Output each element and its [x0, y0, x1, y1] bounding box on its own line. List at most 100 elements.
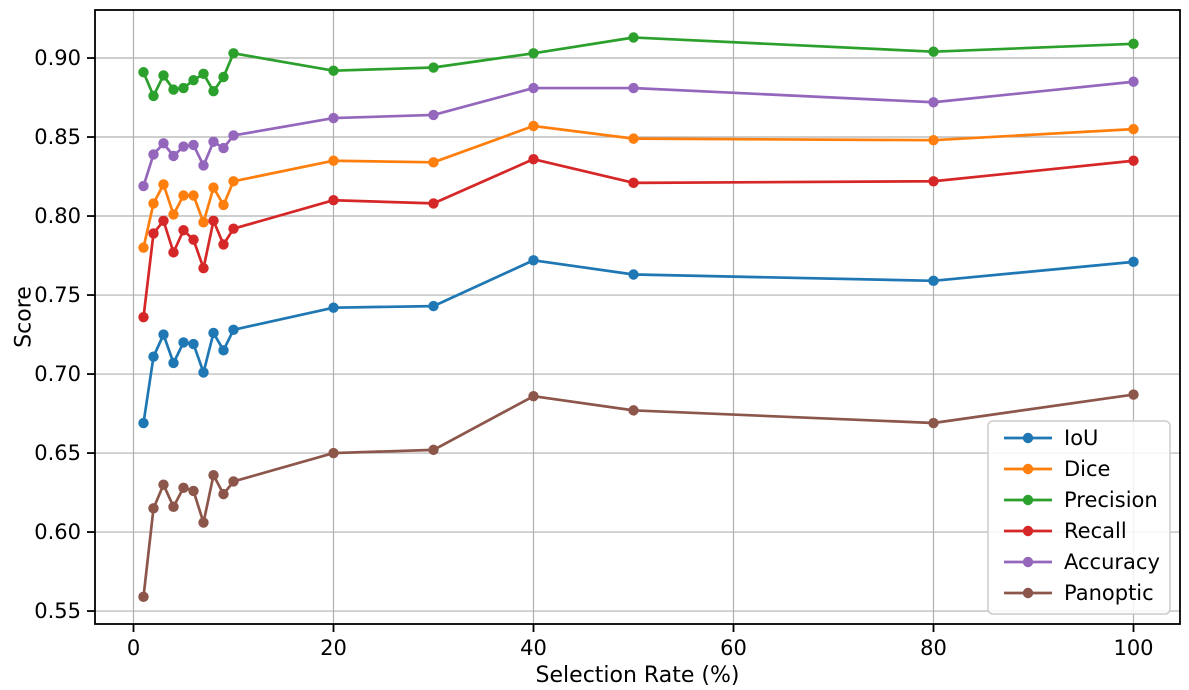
data-point-Recall — [528, 153, 539, 165]
data-point-Accuracy — [328, 112, 339, 124]
data-point-Dice — [208, 182, 219, 193]
series-line-Accuracy — [142, 80, 1135, 188]
data-point-Panoptic — [218, 488, 229, 500]
data-point-Dice — [428, 157, 439, 168]
data-point-IoU — [228, 324, 239, 335]
data-point-Accuracy — [218, 142, 229, 154]
data-point-Precision — [1128, 38, 1139, 50]
data-point-IoU — [208, 327, 219, 339]
legend-label: Recall — [1064, 519, 1127, 543]
data-point-Accuracy — [1128, 76, 1139, 87]
data-point-Dice — [178, 190, 189, 201]
data-point-Panoptic — [428, 444, 439, 456]
data-point-Recall — [168, 247, 179, 258]
data-point-Panoptic — [188, 485, 199, 497]
data-point-IoU — [138, 417, 149, 429]
data-point-Panoptic — [198, 517, 209, 528]
data-point-Accuracy — [178, 141, 189, 152]
data-point-Dice — [148, 198, 159, 209]
y-tick-label: 0.65 — [34, 441, 81, 465]
data-point-IoU — [198, 367, 209, 378]
data-point-Panoptic — [528, 390, 539, 402]
data-point-Dice — [188, 190, 199, 201]
data-point-Recall — [328, 195, 339, 206]
data-point-Precision — [628, 32, 639, 43]
x-axis-label: Selection Rate (%) — [535, 663, 740, 688]
data-point-IoU — [178, 337, 189, 348]
x-tick-label: 60 — [720, 636, 747, 660]
legend-marker — [1022, 587, 1034, 599]
data-point-Recall — [158, 215, 169, 226]
y-tick-label: 0.60 — [34, 520, 81, 544]
data-point-Accuracy — [528, 82, 539, 94]
data-point-IoU — [528, 255, 539, 266]
data-point-Dice — [328, 155, 339, 166]
legend-label: Precision — [1064, 488, 1158, 512]
legend-marker — [1022, 494, 1034, 506]
data-point-Accuracy — [168, 150, 179, 162]
data-point-Precision — [188, 74, 199, 86]
y-tick-label: 0.80 — [34, 204, 81, 228]
data-point-Precision — [218, 71, 229, 83]
data-point-Panoptic — [628, 405, 639, 416]
data-point-Precision — [178, 82, 189, 94]
legend-marker — [1022, 463, 1034, 475]
data-point-Panoptic — [928, 417, 939, 429]
data-point-Panoptic — [228, 476, 239, 487]
data-point-Accuracy — [188, 139, 199, 151]
data-point-Dice — [198, 217, 209, 228]
data-point-Accuracy — [158, 138, 169, 149]
data-point-Panoptic — [1128, 389, 1139, 400]
data-point-Panoptic — [328, 447, 339, 459]
data-point-Recall — [628, 177, 639, 189]
data-point-Precision — [158, 70, 169, 81]
y-tick-label: 0.90 — [34, 46, 81, 70]
data-point-Dice — [628, 133, 639, 144]
data-point-Precision — [198, 68, 209, 80]
y-axis-label: Score — [11, 286, 37, 348]
data-point-Precision — [148, 90, 159, 102]
data-point-Dice — [138, 242, 149, 253]
data-point-IoU — [188, 338, 199, 350]
data-point-Dice — [158, 179, 169, 190]
legend-label: IoU — [1064, 426, 1098, 450]
data-point-Panoptic — [168, 501, 179, 512]
data-point-Recall — [138, 311, 149, 323]
data-point-Dice — [1128, 123, 1139, 135]
data-point-Precision — [528, 48, 539, 59]
data-point-Accuracy — [428, 109, 439, 121]
data-point-Accuracy — [148, 149, 159, 160]
data-point-Accuracy — [928, 97, 939, 108]
data-point-Precision — [208, 86, 219, 97]
data-point-Panoptic — [178, 482, 189, 494]
legend-marker — [1022, 556, 1034, 568]
legend-label: Panoptic — [1064, 581, 1154, 605]
data-point-Dice — [928, 134, 939, 146]
legend-marker — [1022, 525, 1034, 537]
legend-marker — [1022, 432, 1034, 444]
data-point-Precision — [928, 46, 939, 57]
data-point-Dice — [528, 120, 539, 132]
y-tick-label: 0.70 — [34, 362, 81, 386]
y-tick-label: 0.85 — [34, 125, 81, 149]
data-point-Precision — [328, 65, 339, 76]
data-point-Dice — [218, 199, 229, 211]
data-point-Accuracy — [628, 82, 639, 94]
data-point-IoU — [1128, 256, 1139, 268]
data-point-Precision — [228, 48, 239, 59]
x-tick-label: 80 — [920, 636, 947, 660]
legend-label: Accuracy — [1064, 550, 1160, 574]
data-point-Recall — [198, 262, 209, 274]
data-point-Dice — [168, 209, 179, 220]
axes-frame — [94, 9, 1181, 625]
data-point-Panoptic — [148, 503, 159, 514]
data-point-IoU — [218, 345, 229, 356]
y-tick-label: 0.75 — [34, 283, 81, 307]
data-point-Accuracy — [198, 160, 209, 171]
data-point-Recall — [1128, 155, 1139, 166]
series-line-Dice — [142, 124, 1135, 249]
y-tick-label: 0.55 — [34, 599, 81, 623]
series-line-Panoptic — [142, 393, 1135, 599]
